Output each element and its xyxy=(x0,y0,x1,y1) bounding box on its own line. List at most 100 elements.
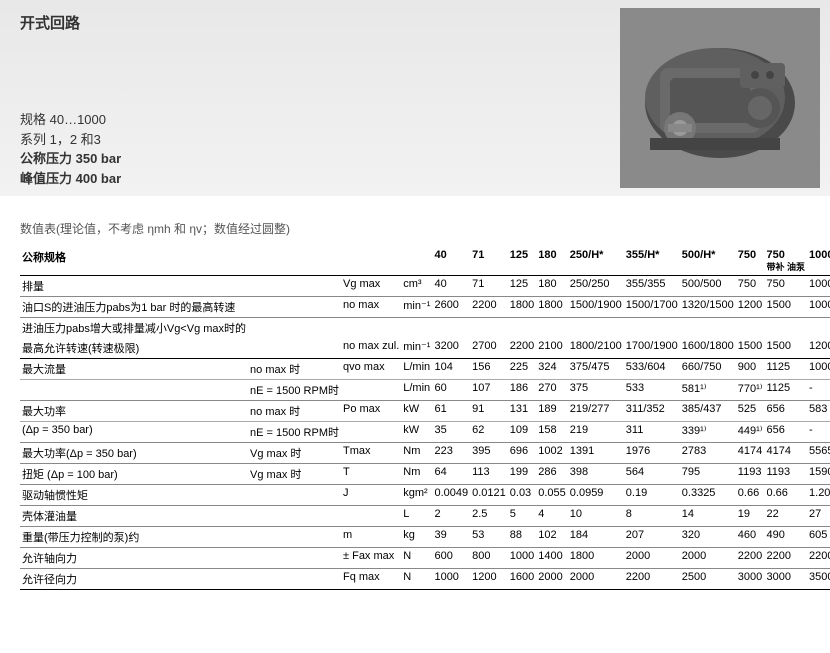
cell-value: 2200 xyxy=(470,297,508,318)
cell-value: - xyxy=(807,380,830,401)
page-title: 开式回路 xyxy=(20,12,121,33)
cell-value: 1800 xyxy=(508,297,536,318)
cell-value: 4174 xyxy=(765,443,808,464)
row-label xyxy=(20,380,248,401)
cell-value: 660/750 xyxy=(680,359,736,380)
cell-value: 107 xyxy=(470,380,508,401)
row-label: 重量(带压力控制的泵)约 xyxy=(20,527,248,548)
row-symbol: no max zul. xyxy=(341,338,401,359)
cell-value: 189 xyxy=(536,401,568,422)
header-section: 开式回路 规格 40…1000 系列 1，2 和3 公称压力 350 bar 峰… xyxy=(0,0,830,196)
cell-value: 39 xyxy=(432,527,470,548)
row-cond: nE = 1500 RPM时 xyxy=(248,422,341,443)
cell-value: 1500 xyxy=(765,338,808,359)
cell-value xyxy=(807,318,830,339)
row-unit: kg xyxy=(401,527,432,548)
cell-value: 0.055 xyxy=(536,485,568,506)
cell-value: 0.19 xyxy=(624,485,680,506)
cell-value: 583 xyxy=(807,401,830,422)
cell-value: 109 xyxy=(508,422,536,443)
table-row: 允许轴向力± Fax maxN6008001000140018002000200… xyxy=(20,548,830,569)
cell-value: 5565 xyxy=(807,443,830,464)
row-label: 扭矩 (Δp = 100 bar) xyxy=(20,464,248,485)
row-cond xyxy=(248,506,341,527)
col-180: 180 xyxy=(536,243,568,276)
cell-value: 1200 xyxy=(807,338,830,359)
cell-value: 1391 xyxy=(568,443,624,464)
table-row: 最大功率no max 时Po maxkW6191131189219/277311… xyxy=(20,401,830,422)
cell-value: 1.20 xyxy=(807,485,830,506)
cell-value: 449¹⁾ xyxy=(736,422,765,443)
row-symbol xyxy=(341,318,401,339)
table-row: 最高允许转速(转速极限)no max zul.min⁻¹320027002200… xyxy=(20,338,830,359)
cell-value: 104 xyxy=(432,359,470,380)
cell-value: 2100 xyxy=(536,338,568,359)
table-row: (Δp = 350 bar)nE = 1500 RPM时kW3562109158… xyxy=(20,422,830,443)
cell-value: 3000 xyxy=(736,569,765,590)
cell-value: 750 xyxy=(765,276,808,297)
row-unit xyxy=(401,318,432,339)
row-unit: kW xyxy=(401,401,432,422)
col-750b: 750带补 油泵 xyxy=(765,243,808,276)
row-symbol: qvo max xyxy=(341,359,401,380)
cell-value: 250/250 xyxy=(568,276,624,297)
table-header-row: 公称规格 40 71 125 180 250/H* 355/H* 500/H* … xyxy=(20,243,830,276)
cell-value: 2000 xyxy=(624,548,680,569)
cell-value: 355/355 xyxy=(624,276,680,297)
row-unit: min⁻¹ xyxy=(401,297,432,318)
product-image xyxy=(620,8,820,188)
row-label: 驱动轴惯性矩 xyxy=(20,485,248,506)
cell-value xyxy=(508,318,536,339)
row-cond xyxy=(248,485,341,506)
row-symbol: m xyxy=(341,527,401,548)
row-label: 最大功率 xyxy=(20,401,248,422)
table-row: 进油压力pabs增大或排量减小Vg<Vg max时的 xyxy=(20,318,830,339)
table-row: 扭矩 (Δp = 100 bar)Vg max 时TNm641131992863… xyxy=(20,464,830,485)
cell-value: 1200 xyxy=(736,297,765,318)
cell-value: 1800 xyxy=(568,548,624,569)
cell-value: 64 xyxy=(432,464,470,485)
cell-value: 61 xyxy=(432,401,470,422)
row-symbol: no max xyxy=(341,297,401,318)
cell-value: 1500 xyxy=(736,338,765,359)
cell-value: 656 xyxy=(765,401,808,422)
cell-value: 286 xyxy=(536,464,568,485)
cell-value: 1193 xyxy=(736,464,765,485)
table-row: nE = 1500 RPM时L/min60107186270375533581¹… xyxy=(20,380,830,401)
cell-value: 3500 xyxy=(807,569,830,590)
cell-value: 2000 xyxy=(536,569,568,590)
cell-value: 113 xyxy=(470,464,508,485)
cell-value: 1500/1900 xyxy=(568,297,624,318)
cell-value: 339¹⁾ xyxy=(680,422,736,443)
cell-value: 156 xyxy=(470,359,508,380)
table-row: 允许径向力Fq maxN1000120016002000200022002500… xyxy=(20,569,830,590)
cell-value: 125 xyxy=(508,276,536,297)
cell-value: 2000 xyxy=(568,569,624,590)
cell-value: 2000 xyxy=(680,548,736,569)
cell-value: 22 xyxy=(765,506,808,527)
row-symbol xyxy=(341,380,401,401)
spec-peak: 峰值压力 400 bar xyxy=(20,169,121,189)
row-cond xyxy=(248,527,341,548)
row-label: 最大流量 xyxy=(20,359,248,380)
row-symbol: Vg max xyxy=(341,276,401,297)
cell-value: 180 xyxy=(536,276,568,297)
cell-value: - xyxy=(807,422,830,443)
cell-value: 1976 xyxy=(624,443,680,464)
cell-value: 53 xyxy=(470,527,508,548)
table-title: 公称规格 xyxy=(20,243,248,276)
cell-value: 1125 xyxy=(765,380,808,401)
row-unit: kgm² xyxy=(401,485,432,506)
cell-value: 750 xyxy=(736,276,765,297)
spec-size: 规格 40…1000 xyxy=(20,110,121,130)
cell-value: 207 xyxy=(624,527,680,548)
cell-value: 71 xyxy=(470,276,508,297)
cell-value: 1193 xyxy=(765,464,808,485)
cell-value: 1400 xyxy=(536,548,568,569)
cell-value: 770¹⁾ xyxy=(736,380,765,401)
cell-value: 1500/1700 xyxy=(624,297,680,318)
cell-value: 19 xyxy=(736,506,765,527)
content: 数值表(理论值，不考虑 ηmh 和 ηv；数值经过圆整) 公称规格 40 71 … xyxy=(0,220,830,590)
row-cond xyxy=(248,548,341,569)
row-unit: N xyxy=(401,548,432,569)
